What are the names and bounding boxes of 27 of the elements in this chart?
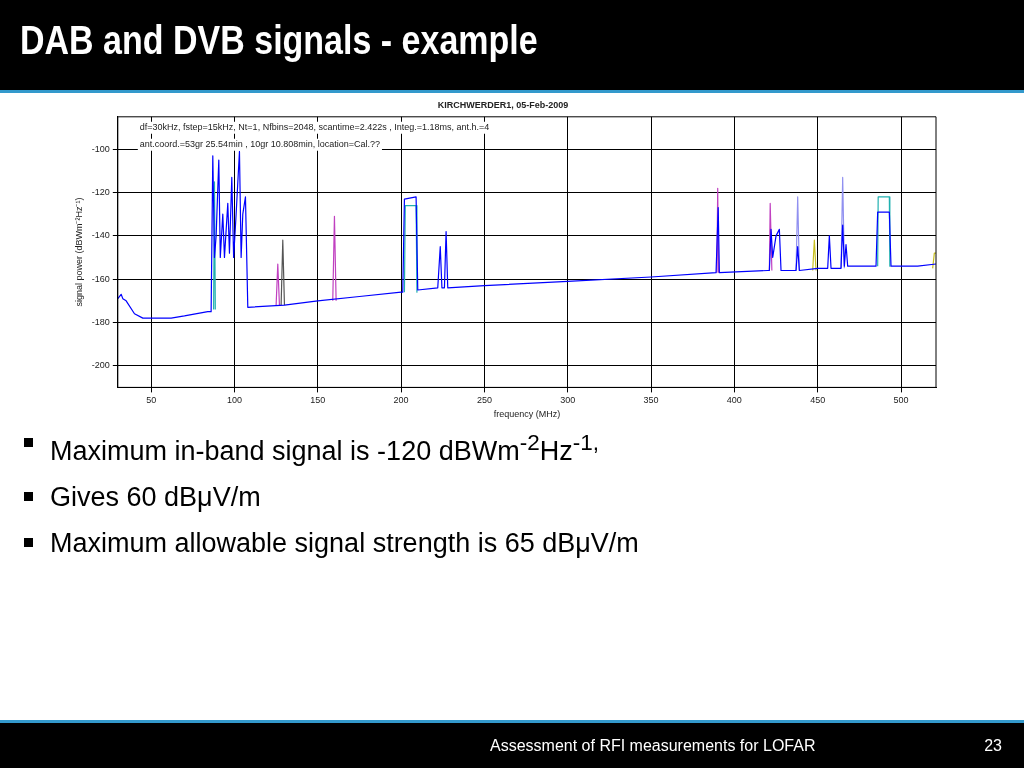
chart-subtitle: KIRCHWERDER1, 05-Feb-2009	[437, 99, 569, 110]
x-tick-label: 250	[476, 395, 492, 406]
annotation: df=30kHz, fstep=15kHz, Nt=1, Nfbins=2048, scantime=2.422s , Integ.=1.18ms, ant.h.=4	[139, 121, 490, 132]
x-tick-label: 400	[726, 395, 742, 406]
text: Gives 60 dBμV/m	[22, 474, 639, 520]
text: Assessment of RFI measurements for LOFAR	[490, 737, 816, 755]
x-tick-label: 350	[643, 395, 659, 406]
x-tick-label: 100	[226, 395, 242, 406]
y-axis-title: signal power (dBWm⁻²Hz⁻¹)	[73, 197, 84, 307]
y-tick-label: -200	[91, 360, 110, 371]
y-tick-label: -160	[91, 273, 110, 284]
x-tick-label: 300	[560, 395, 576, 406]
y-tick-label: -140	[91, 230, 110, 241]
x-tick-label: 200	[393, 395, 409, 406]
text: Maximum allowable signal strength is 65 dBμV/m	[22, 520, 639, 566]
y-tick-label: -120	[91, 187, 110, 198]
x-axis-title: frequency (MHz)	[493, 409, 561, 420]
y-tick-label: -180	[91, 316, 110, 327]
chart-title: DAB and DVB signals - example	[20, 18, 538, 63]
x-tick-label: 500	[893, 395, 909, 406]
x-tick-label: 150	[310, 395, 326, 406]
y-tick-label: -100	[91, 143, 110, 154]
annotation: ant.coord.=53gr 25.54min , 10gr 10.808min, location=Cal.??	[139, 138, 380, 149]
x-tick-label: 50	[146, 395, 157, 406]
text: Maximum in-band signal is -120 dBWm$^{-2}$Hz$^{-1,}$	[22, 420, 639, 474]
text: 23	[984, 737, 1002, 755]
x-tick-label: 450	[810, 395, 826, 406]
